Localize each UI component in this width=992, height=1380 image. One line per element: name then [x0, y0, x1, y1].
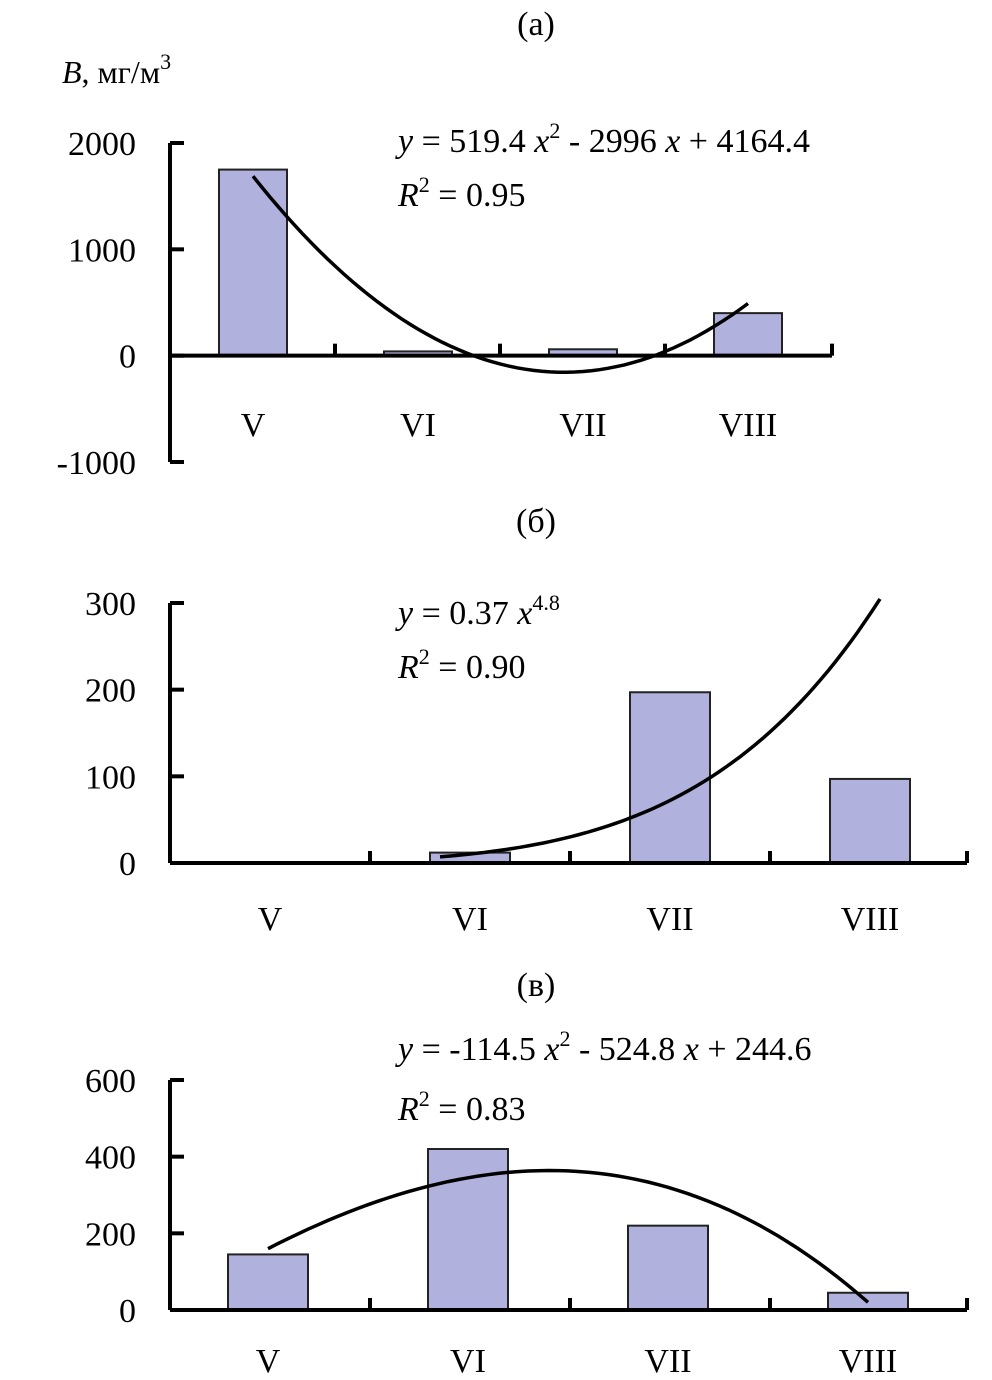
y-axis-unit: , мг/м [82, 54, 161, 90]
panel-c-x-tick-labels: V VI VII VIII [256, 1343, 898, 1380]
panel-c-y-tick-labels: 600 400 200 0 [85, 1063, 136, 1330]
eq-y: y [395, 123, 414, 160]
panel-b-x-tick-label-VIII: VIII [841, 901, 900, 938]
panel-b-equation: y = 0.37 x4.8 [395, 590, 560, 632]
eq-sup: 2 [549, 118, 560, 143]
panel-a-y-tick-label-2: 0 [119, 339, 136, 376]
r2-val: = 0.90 [430, 649, 526, 686]
panel-b-label: (б) [516, 503, 556, 540]
panel-c-equation: y = -114.5 x2 - 524.8 x + 244.6 [395, 1026, 812, 1068]
panel-c: (в) y = -114.5 x2 - 524.8 x + 244.6 R2 =… [85, 967, 969, 1380]
r2-r: R [397, 1091, 419, 1128]
panel-a-y-tick-labels: 2000 1000 0 -1000 [57, 126, 136, 482]
eq-a: = -114.5 [413, 1031, 544, 1068]
eq-x2: x [664, 123, 680, 160]
r2-val: = 0.95 [430, 177, 526, 214]
panel-c-y-tick-label-1: 400 [85, 1140, 136, 1177]
panel-c-x-tick-label-VI: VI [450, 1343, 486, 1380]
panel-c-y-ticks [170, 1078, 184, 1312]
panel-a-bar-V [218, 168, 288, 357]
panel-b-bar-VII [629, 691, 711, 864]
panel-b-y-tick-labels: 300 200 100 0 [85, 586, 136, 883]
eq-y: y [395, 1031, 414, 1068]
panel-b-x-tick-label-VI: VI [452, 901, 488, 938]
panel-c-x-tick-label-VIII: VIII [839, 1343, 898, 1380]
panel-a-x-ticks [168, 343, 834, 356]
eq-a: = 0.37 [413, 595, 517, 632]
panel-a-y-ticks [170, 141, 184, 464]
panel-a-equation: y = 519.4 x2 - 2996 x + 4164.4 [395, 118, 810, 160]
eq-x1: x [543, 1031, 559, 1068]
panel-c-y-tick-label-0: 600 [85, 1063, 136, 1100]
eq-y: y [395, 595, 414, 632]
panel-c-y-tick-label-3: 0 [119, 1293, 136, 1330]
panel-b-y-tick-label-0: 300 [85, 586, 136, 623]
panel-c-bar-VII [627, 1224, 709, 1311]
r2-r: R [397, 177, 419, 214]
eq-x2: x [683, 1031, 699, 1068]
eq-sup: 2 [559, 1026, 570, 1051]
panel-b-r2: R2 = 0.90 [397, 644, 525, 686]
eq-c: + 4164.4 [680, 123, 810, 160]
panel-a-x-tick-label-VII: VII [559, 407, 606, 444]
panel-b-x-tick-labels: V VI VII VIII [258, 901, 900, 938]
y-axis-unit-sup: 3 [160, 49, 171, 74]
r2-sup: 2 [419, 644, 430, 669]
eq-b: - 524.8 [570, 1031, 683, 1068]
panel-b-bar-VIII [829, 777, 911, 865]
panel-c-x-tick-label-V: V [256, 1343, 281, 1380]
panel-b-y-tick-label-2: 100 [85, 759, 136, 796]
panel-c-label: (в) [517, 967, 556, 1004]
panel-b-y-tick-label-3: 0 [119, 846, 136, 883]
panel-b-y-ticks [170, 601, 184, 865]
panel-c-bar-VI [427, 1148, 509, 1311]
panel-a-y-tick-label-0: 2000 [68, 126, 136, 163]
eq-x1: x [516, 595, 532, 632]
panel-b-x-tick-label-VII: VII [646, 901, 693, 938]
panel-a-y-tick-label-1: 1000 [68, 232, 136, 269]
panel-a-x-tick-label-V: V [241, 407, 266, 444]
panel-a-x-tick-label-VI: VI [400, 407, 436, 444]
y-axis-var: B [62, 54, 82, 90]
panel-b: (б) y = 0.37 x4.8 R2 = 0.90 300 200 100 … [85, 503, 969, 938]
eq-sup: 4.8 [532, 590, 560, 615]
panel-c-x-tick-label-VII: VII [644, 1343, 691, 1380]
panel-c-y-tick-label-2: 200 [85, 1216, 136, 1253]
panel-c-r2: R2 = 0.83 [397, 1086, 525, 1128]
eq-c: + 244.6 [699, 1031, 812, 1068]
panel-c-x-ticks [168, 1298, 969, 1310]
panel-b-x-ticks [168, 851, 969, 863]
panel-c-trendline [267, 1168, 870, 1304]
panel-a-x-tick-label-VIII: VIII [719, 407, 778, 444]
r2-val: = 0.83 [430, 1091, 526, 1128]
eq-b: - 2996 [560, 123, 665, 160]
r2-sup: 2 [419, 1086, 430, 1111]
panel-a-label: (а) [517, 6, 555, 43]
r2-r: R [397, 649, 419, 686]
eq-a: = 519.4 [413, 123, 534, 160]
panel-b-bars [429, 691, 911, 865]
panel-c-bars [227, 1148, 909, 1311]
panel-a-x-tick-labels: V VI VII VIII [241, 407, 778, 444]
panel-b-trendline [439, 597, 882, 859]
panel-a-y-tick-label-3: -1000 [57, 445, 136, 482]
panel-a-y-axis-label: B, мг/м3 [62, 49, 171, 90]
panel-c-bar-V [227, 1253, 309, 1311]
eq-x1: x [533, 123, 549, 160]
panel-b-x-tick-label-V: V [258, 901, 283, 938]
panel-a: (а) B, мг/м3 y = 519.4 x2 - 2996 x + 416… [57, 6, 834, 482]
panel-a-r2: R2 = 0.95 [397, 172, 525, 214]
panel-b-y-tick-label-1: 200 [85, 673, 136, 710]
panel-a-bars [218, 168, 783, 357]
r2-sup: 2 [419, 172, 430, 197]
